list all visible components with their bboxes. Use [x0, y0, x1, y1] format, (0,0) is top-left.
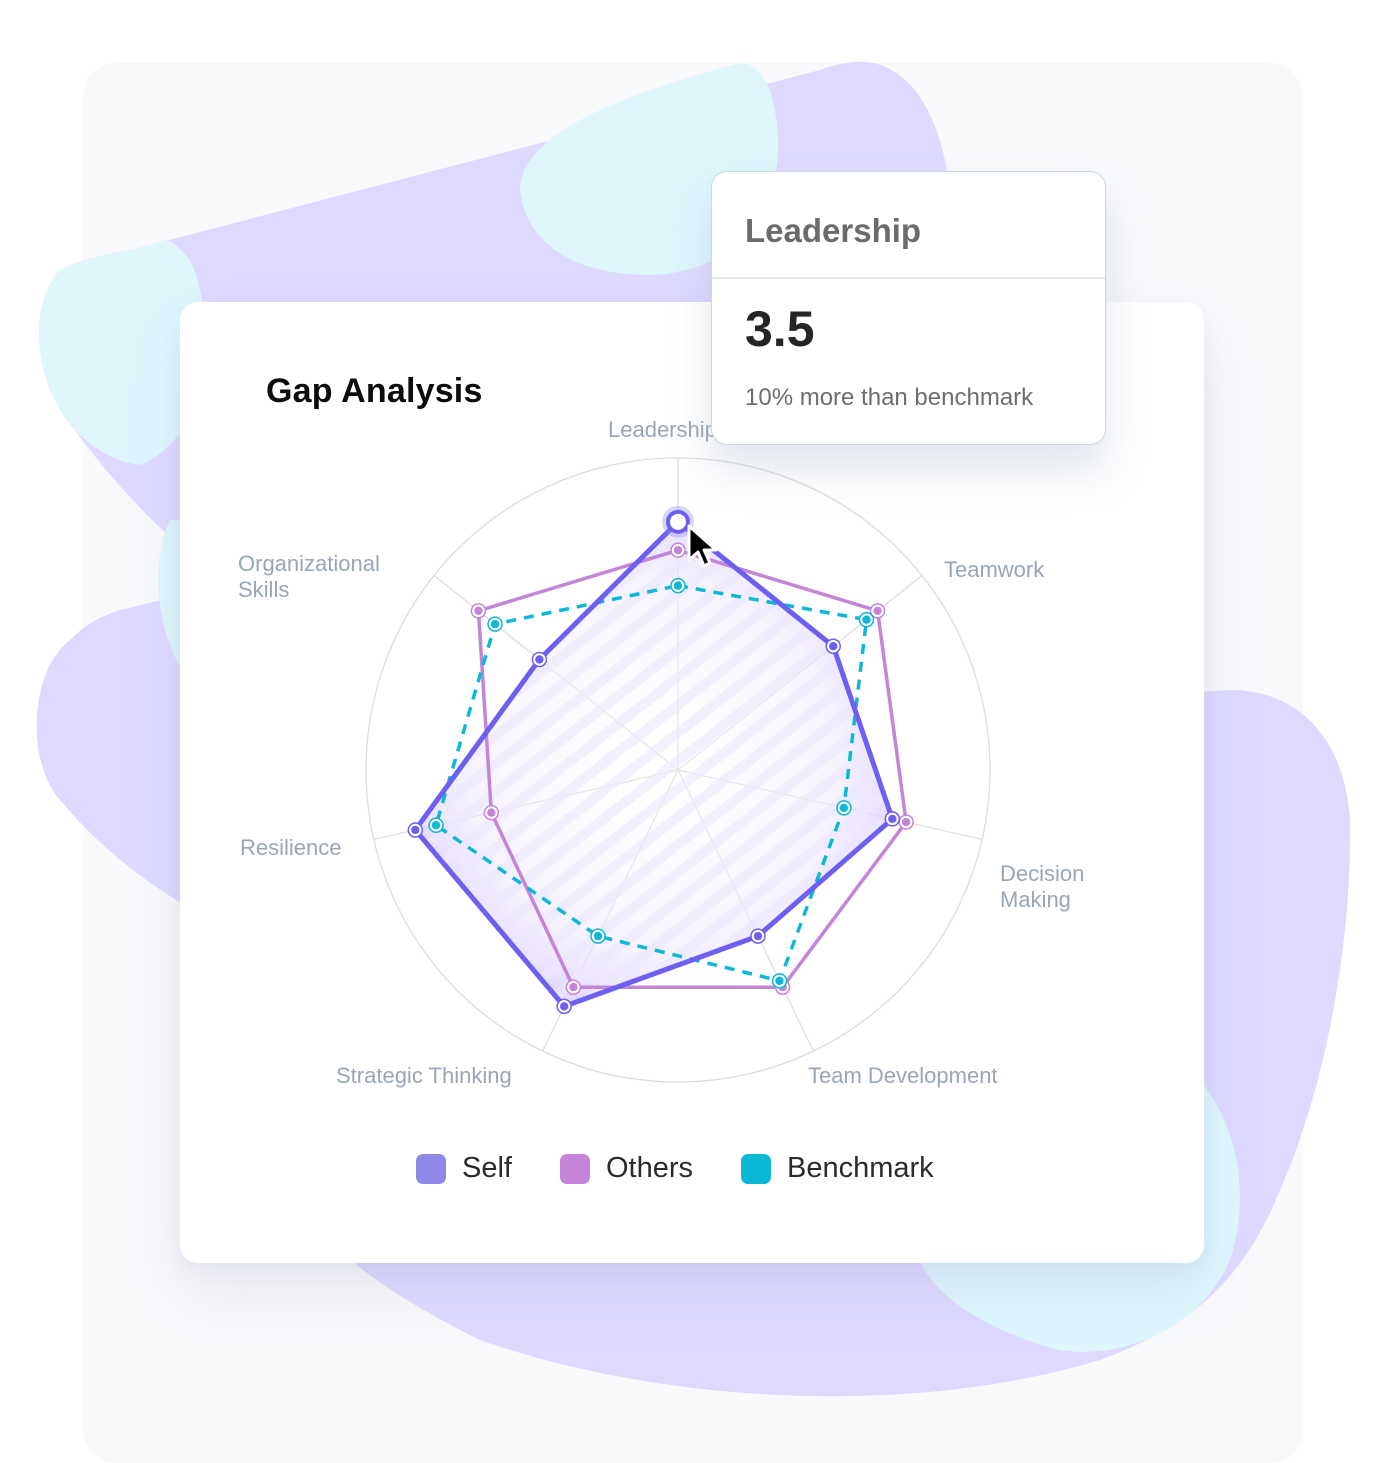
legend-item-self[interactable]: Self — [416, 1152, 512, 1185]
legend-swatch-benchmark — [741, 1153, 772, 1184]
tooltip-header: Leadership — [712, 172, 1105, 279]
axis-label-organizational-skills: Organizational Skills — [238, 525, 408, 603]
benchmark-data-point-core — [839, 803, 849, 813]
tooltip-title: Leadership — [745, 212, 922, 249]
benchmark-data-point-core — [673, 581, 683, 590]
benchmark-data-point-core — [593, 931, 603, 941]
axis-label-resilience: Resilience — [240, 835, 342, 860]
benchmark-data-point-core — [775, 976, 784, 986]
axis-label-decision-making-text: Decision Making — [1000, 861, 1085, 912]
benchmark-data-point-core — [862, 615, 871, 624]
tooltip-value: 3.5 — [745, 301, 815, 357]
axis-label-organizational-skills-text: Organizational Skills — [238, 551, 380, 602]
self-data-point-core — [411, 825, 420, 835]
self-data-point-core — [559, 1002, 569, 1011]
self-series-line — [412, 519, 895, 1009]
tooltip-note: 10% more than benchmark — [745, 384, 1034, 411]
axis-label-strategic-thinking: Strategic Thinking — [336, 1063, 512, 1088]
others-data-point-core — [873, 606, 882, 616]
self-data-point-core — [753, 931, 763, 941]
highlighted-data-point — [666, 509, 690, 534]
others-data-point-core — [487, 808, 496, 817]
others-series-line — [476, 548, 908, 989]
axis-label-leadership: Leadership — [608, 417, 717, 442]
legend-label-self: Self — [462, 1152, 512, 1184]
gap-analysis-card: Gap Analysis Self Others Benchmark — [180, 302, 1204, 1263]
card-title: Gap Analysis — [266, 372, 483, 410]
benchmark-series-line — [434, 583, 869, 983]
others-data-point-core — [901, 817, 911, 827]
radar-points — [407, 505, 914, 1015]
legend-item-others[interactable]: Others — [559, 1152, 694, 1185]
self-data-point-core — [535, 655, 544, 664]
legend-item-benchmark[interactable]: Benchmark — [741, 1152, 934, 1185]
self-data-point-core — [888, 814, 897, 824]
legend-label-benchmark: Benchmark — [787, 1152, 934, 1184]
axis-label-decision-making: Decision Making — [1000, 835, 1120, 913]
others-data-point-core — [474, 606, 483, 616]
others-data-point-core — [673, 545, 683, 555]
benchmark-data-point-core — [490, 619, 500, 629]
self-data-point-core — [829, 642, 838, 651]
data-tooltip: Leadership 3.5 10% more than benchmark — [711, 171, 1106, 445]
chart-legend: Self Others Benchmark — [416, 1152, 934, 1185]
legend-swatch-others — [559, 1153, 590, 1184]
mouse-pointer-icon — [687, 524, 718, 568]
self-area-hatch — [415, 521, 893, 1007]
radar-series — [412, 519, 908, 1009]
legend-label-others: Others — [605, 1152, 694, 1184]
axis-label-teamwork: Teamwork — [944, 557, 1045, 582]
others-data-point-core — [569, 983, 578, 992]
benchmark-data-point-core — [431, 821, 441, 830]
legend-swatch-self — [416, 1153, 446, 1184]
axis-label-team-development: Team Development — [808, 1063, 998, 1088]
